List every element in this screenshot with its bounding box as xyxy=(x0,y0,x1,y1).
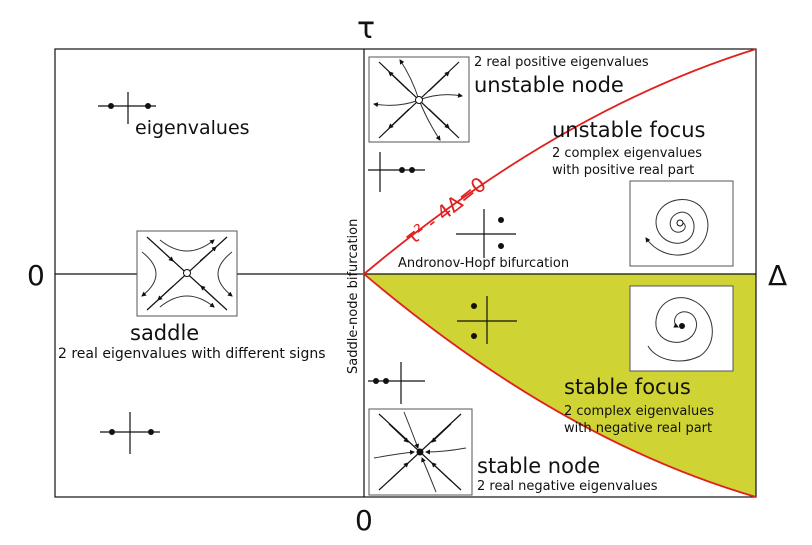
tau-axis-label: τ xyxy=(357,11,375,46)
stable-focus-description-2: with negative real part xyxy=(564,421,712,436)
andronov-hopf-label: Andronov-Hopf bifurcation xyxy=(398,256,569,271)
eigenvalue-icon-hopf-upper xyxy=(456,209,516,258)
saddle-portrait xyxy=(136,230,238,317)
eigenvalue-icon-saddle-bottom xyxy=(100,412,160,454)
eigenvalue-icon-hopf-lower xyxy=(457,296,517,344)
zero-left-label: 0 xyxy=(27,259,45,292)
eigenvalues-caption: eigenvalues xyxy=(135,117,250,139)
parabola-curve xyxy=(362,48,757,498)
unstable-focus-description-1: 2 complex eigenvalues xyxy=(552,146,702,161)
unstable-focus-title: unstable focus xyxy=(552,118,705,142)
unstable-node-description: 2 real positive eigenvalues xyxy=(474,55,649,70)
stable-focus-description-1: 2 complex eigenvalues xyxy=(564,404,714,419)
eigenvalue-icon-saddle-top xyxy=(98,92,156,124)
stable-focus-portrait xyxy=(629,285,734,372)
unstable-focus-description-2: with positive real part xyxy=(552,163,694,178)
unstable-node-portrait xyxy=(368,56,470,143)
parabola-label: τ² - 4Δ=0 xyxy=(400,172,490,250)
diagram-frame xyxy=(54,48,757,498)
unstable-focus-portrait xyxy=(629,180,734,267)
saddle-node-bifurcation-label: Saddle-node bifurcation xyxy=(346,219,361,374)
zero-bottom-label: 0 xyxy=(355,504,373,537)
saddle-title: saddle xyxy=(130,321,199,345)
eigenvalue-icon-unstable-node xyxy=(368,152,425,192)
stable-node-description: 2 real negative eigenvalues xyxy=(477,479,658,494)
stable-focus-title: stable focus xyxy=(564,375,691,399)
unstable-node-title: unstable node xyxy=(474,73,624,97)
stable-node-portrait xyxy=(368,408,473,496)
saddle-description: 2 real eigenvalues with different signs xyxy=(58,346,326,362)
eigenvalue-icon-stable-node xyxy=(368,362,425,404)
stable-node-title: stable node xyxy=(477,454,600,478)
delta-axis-label: Δ xyxy=(768,259,787,292)
